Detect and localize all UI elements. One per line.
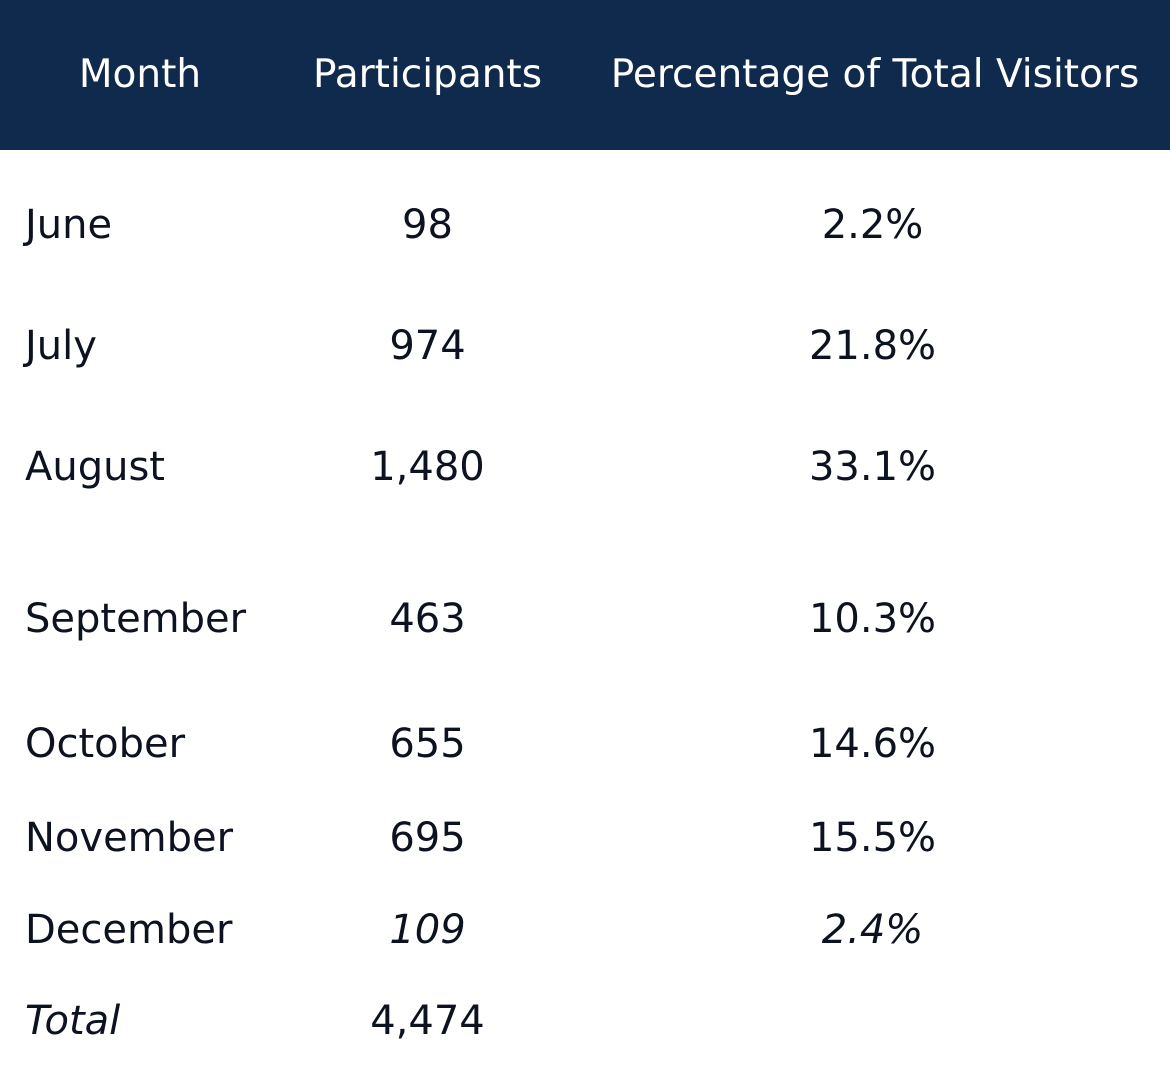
row-december-month: December — [25, 907, 233, 953]
row-june-month: June — [25, 202, 113, 248]
column-header-month: Month — [78, 52, 202, 97]
row-total-participants: 4,474 — [370, 998, 485, 1044]
row-total-label: Total — [25, 998, 121, 1044]
row-october-participants: 655 — [389, 721, 466, 767]
row-october-month: October — [25, 721, 186, 767]
row-september-participants: 463 — [389, 596, 466, 642]
row-september-month: September — [25, 596, 247, 642]
column-header-percentage: Percentage of Total Visitors — [610, 52, 1140, 97]
row-september-percentage: 10.3% — [808, 596, 937, 642]
row-october-percentage: 14.6% — [808, 721, 937, 767]
row-august-participants: 1,480 — [370, 444, 485, 490]
row-june-percentage: 2.2% — [821, 202, 924, 248]
table-header: Month Participants Percentage of Total V… — [0, 0, 1170, 150]
row-november-percentage: 15.5% — [808, 815, 937, 861]
row-december-participants: 109 — [389, 907, 466, 953]
row-july-percentage: 21.8% — [808, 323, 937, 369]
row-july-month: July — [25, 323, 97, 369]
row-august-percentage: 33.1% — [808, 444, 937, 490]
row-november-month: November — [25, 815, 234, 861]
row-november-participants: 695 — [389, 815, 466, 861]
row-july-participants: 974 — [389, 323, 466, 369]
column-header-participants: Participants — [312, 52, 543, 97]
row-december-percentage: 2.4% — [821, 907, 924, 953]
row-june-participants: 98 — [402, 202, 453, 248]
row-august-month: August — [25, 444, 165, 490]
